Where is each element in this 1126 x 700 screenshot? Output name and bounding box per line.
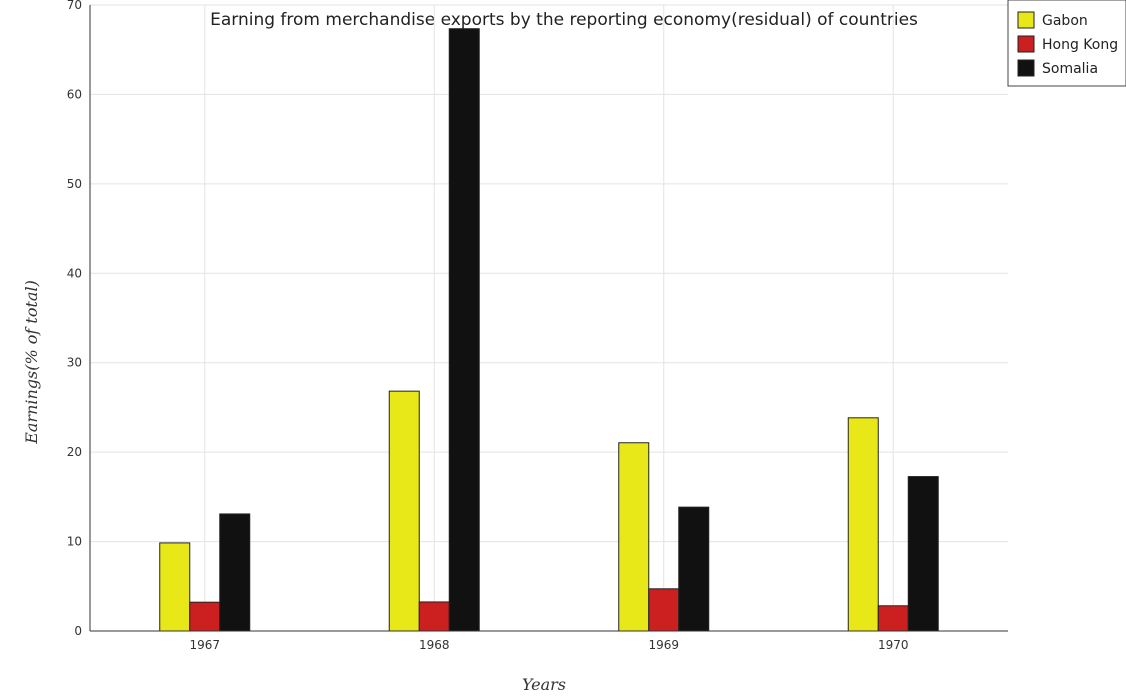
y-tick-label: 0 (74, 624, 82, 638)
legend-label: Hong Kong (1042, 37, 1118, 53)
bar-gabon (847, 417, 879, 632)
x-tick-label: 1969 (648, 638, 679, 652)
legend-label: Gabon (1042, 13, 1088, 29)
bar-hong-kong (418, 601, 450, 632)
bar-somalia (907, 476, 939, 632)
bar-hong-kong (189, 601, 221, 632)
chart-title: Earning from merchandise exports by the … (210, 10, 918, 30)
bar-somalia (448, 28, 480, 632)
legend-swatch (1017, 35, 1035, 53)
tick-labels: 0 10 20 30 40 50 60 70 1967 1968 1969 1970 (67, 0, 909, 652)
bar-gabon (618, 442, 650, 632)
y-tick-label: 60 (67, 87, 82, 101)
x-tick-label: 1967 (189, 638, 220, 652)
bar-somalia (219, 513, 251, 632)
bar-hong-kong (877, 605, 909, 632)
legend: Gabon Hong Kong Somalia (1007, 0, 1126, 87)
bar-somalia (678, 506, 710, 632)
y-tick-label: 30 (67, 356, 82, 370)
x-axis-label: Years (522, 675, 566, 694)
x-tick-label: 1970 (878, 638, 909, 652)
bar-gabon (159, 542, 191, 632)
bar-gabon (388, 390, 420, 632)
y-tick-label: 70 (67, 0, 82, 12)
legend-swatch (1017, 59, 1035, 77)
y-tick-label: 50 (67, 177, 82, 191)
y-axis-label: Earnings(% of total) (22, 280, 41, 445)
y-tick-label: 40 (67, 266, 82, 280)
legend-swatch (1017, 11, 1035, 29)
bars (159, 28, 939, 632)
y-tick-label: 10 (67, 535, 82, 549)
legend-label: Somalia (1042, 61, 1098, 77)
x-tick-label: 1968 (419, 638, 450, 652)
axes (89, 5, 1008, 632)
y-tick-label: 20 (67, 445, 82, 459)
bar-hong-kong (648, 588, 680, 632)
